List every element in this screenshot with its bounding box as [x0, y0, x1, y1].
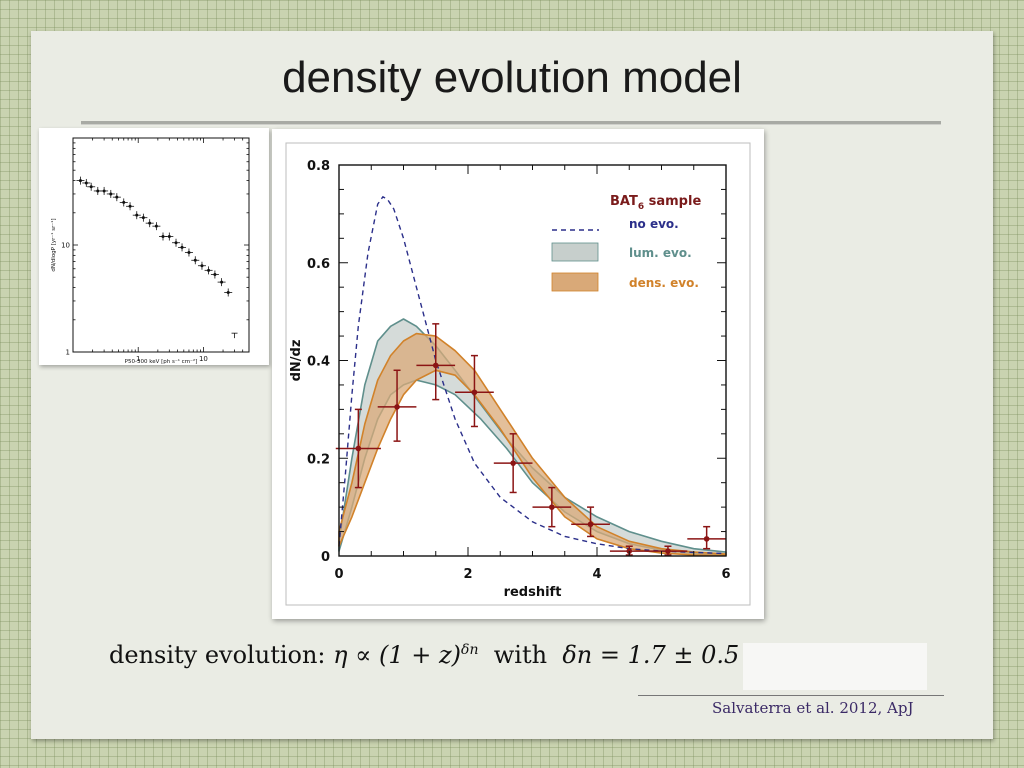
data-marker	[587, 521, 594, 528]
data-point	[532, 486, 572, 528]
formula-math-1: η ∝ (1 + z)	[333, 641, 462, 669]
data-point	[193, 258, 197, 262]
x-tick-label: 1	[136, 355, 140, 363]
data-marker	[394, 404, 400, 410]
y-tick-label: 0.4	[307, 355, 330, 370]
data-point	[226, 290, 230, 294]
redshift-distribution-chart: 0 2 4 6 0 0.2 0.4 0.6 0.8 redshift dN/dz BAT6 sampl…	[285, 142, 751, 606]
plot-frame	[72, 137, 250, 353]
data-point	[687, 525, 726, 550]
data-marker	[549, 504, 555, 510]
formula-prefix: density evolution:	[109, 641, 334, 669]
y-tick-label: 0.8	[307, 159, 330, 174]
data-point	[135, 213, 139, 217]
data-point	[180, 245, 184, 249]
data-point	[455, 354, 494, 428]
data-point	[377, 369, 417, 442]
x-tick-label: 0	[334, 567, 343, 582]
blank-box	[743, 643, 927, 690]
logn-logs-figure: 1 10 1 10 P50-300 keV [ph s⁻¹ cm⁻²] dN/dlogP …	[39, 128, 269, 365]
y-tick-label: 0	[321, 550, 330, 565]
data-point	[96, 189, 100, 193]
data-point	[148, 221, 152, 225]
y-tick-label: 0.6	[307, 257, 330, 272]
data-point	[141, 216, 145, 220]
data-point	[115, 195, 119, 199]
formula-middle: with	[478, 641, 563, 669]
y-tick-label: 10	[61, 242, 70, 250]
legend-swatch-lum-evo	[551, 242, 599, 262]
y-tick-label: 0.2	[307, 452, 330, 467]
y-axis-label: dN/dlogP [yr⁻¹ sr⁻¹]	[50, 218, 57, 271]
x-tick-label: 4	[592, 567, 601, 582]
legend-title: BAT6 sample	[610, 194, 701, 212]
formula-exponent: δn	[461, 642, 479, 658]
data-point	[493, 433, 533, 494]
data-point	[109, 192, 113, 196]
data-point	[416, 323, 456, 401]
x-tick-label: 10	[199, 355, 208, 363]
x-axis-label: P50-300 keV [ph s⁻¹ cm⁻²]	[125, 358, 198, 365]
data-point	[207, 268, 211, 272]
figure-border	[285, 142, 751, 606]
data-marker	[471, 389, 478, 396]
data-point	[167, 235, 171, 239]
data-point	[200, 264, 204, 268]
redshift-distribution-figure: 0 2 4 6 0 0.2 0.4 0.6 0.8 redshift dN/dz BAT6 sampl…	[272, 129, 764, 619]
data-marker	[665, 548, 671, 554]
citation-rule	[638, 695, 944, 696]
no-evo-line	[338, 195, 727, 555]
data-point	[187, 251, 191, 255]
data-point	[84, 181, 88, 185]
data-point	[220, 280, 224, 284]
data-point	[102, 189, 106, 193]
legend-label-lum-evo: lum. evo.	[629, 246, 692, 260]
legend-swatch-dens-evo	[551, 272, 599, 292]
data-point	[154, 224, 158, 228]
data-point	[174, 241, 178, 245]
data-point	[128, 204, 132, 208]
x-axis-label: redshift	[504, 585, 562, 600]
data-point	[571, 506, 610, 538]
data-point	[89, 185, 93, 189]
data-marker	[432, 362, 439, 369]
legend-label-no-evo: no evo.	[629, 217, 679, 231]
data-marker	[510, 460, 516, 466]
slide: density evolution model 1 10 1 10 P50-300 ke…	[31, 31, 993, 739]
legend: BAT6 sample no evo. lum. evo. dens. evo.	[551, 194, 701, 292]
y-axis-label: dN/dz	[289, 340, 304, 382]
data-point	[648, 545, 688, 556]
data-point	[213, 273, 217, 277]
title-divider	[81, 121, 941, 125]
x-tick-label: 2	[463, 567, 472, 582]
data-point	[161, 235, 165, 239]
y-tick-label: 1	[66, 349, 70, 357]
legend-label-dens-evo: dens. evo.	[629, 276, 699, 290]
data-marker	[703, 536, 710, 542]
formula: density evolution: η ∝ (1 + z)δn with δn…	[109, 641, 749, 691]
data-point	[335, 408, 381, 489]
x-tick-label: 6	[721, 567, 730, 582]
citation: Salvaterra et al. 2012, ApJ	[712, 699, 914, 717]
slide-title: density evolution model	[282, 53, 742, 102]
formula-math-2: δn = 1.7 ± 0.5	[562, 641, 740, 669]
data-marker	[355, 445, 362, 452]
data-point	[122, 200, 126, 204]
data-point	[78, 179, 82, 183]
